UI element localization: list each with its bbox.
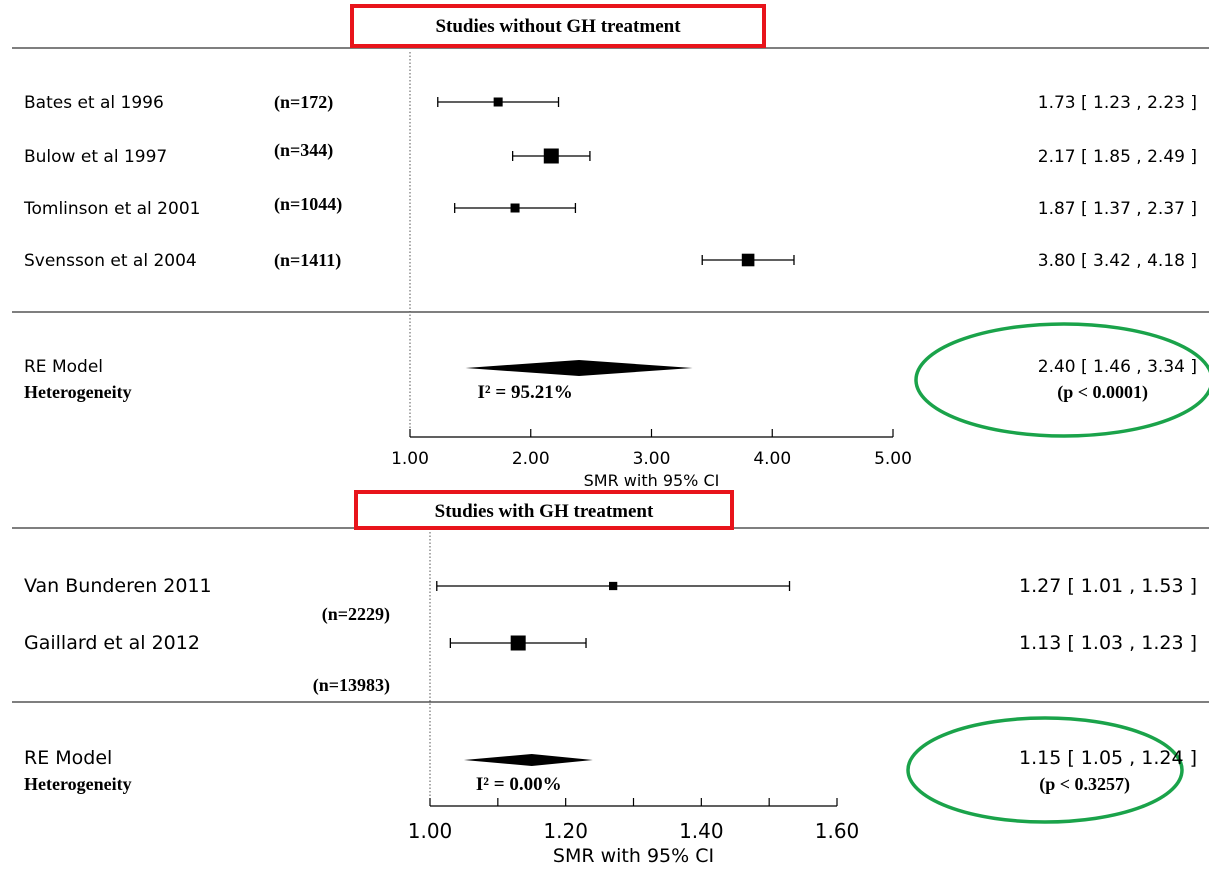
study-ci-label: 2.17 [ 1.85 , 2.49 ] (1038, 147, 1197, 167)
study-sample-size: (n=344) (274, 140, 333, 161)
study-point-estimate (609, 581, 618, 591)
study-sample-size: (n=2229) (322, 604, 390, 625)
study-name: Gaillard et al 2012 (24, 632, 200, 654)
x-tick-label: 5.00 (874, 449, 912, 469)
heterogeneity-p-value: (p < 0.3257) (1039, 774, 1130, 795)
summary-ci-label: 1.15 [ 1.05 , 1.24 ] (1019, 747, 1197, 769)
study-name: Svensson et al 2004 (24, 251, 197, 271)
heterogeneity-label: Heterogeneity (24, 774, 132, 794)
i-squared-label: I² = 0.00% (476, 774, 562, 795)
x-tick-label: 3.00 (633, 449, 671, 469)
summary-highlight-ellipse (906, 716, 1184, 824)
study-sample-size: (n=13983) (313, 675, 390, 696)
x-tick-label: 1.60 (815, 819, 860, 843)
study-sample-size: (n=1411) (274, 250, 341, 271)
summary-diamond (465, 360, 693, 376)
study-ci-label: 1.13 [ 1.03 , 1.23 ] (1019, 632, 1197, 654)
summary-diamond (463, 754, 593, 766)
heterogeneity-p-value: (p < 0.0001) (1057, 382, 1148, 403)
study-sample-size: (n=172) (274, 92, 333, 113)
study-point-estimate (510, 203, 520, 213)
heterogeneity-label: Heterogeneity (24, 382, 132, 402)
study-name: Tomlinson et al 2001 (23, 199, 200, 219)
study-ci-label: 1.27 [ 1.01 , 1.53 ] (1019, 575, 1197, 597)
study-name: Bates et al 1996 (24, 93, 164, 113)
panel-title: Studies without GH treatment (435, 16, 681, 37)
study-ci-label: 1.73 [ 1.23 , 2.23 ] (1038, 93, 1197, 113)
summary-label: RE Model (24, 357, 103, 377)
x-tick-label: 4.00 (753, 449, 791, 469)
i-squared-label: I² = 95.21% (478, 382, 573, 403)
x-tick-label: 2.00 (512, 449, 550, 469)
study-point-estimate (493, 97, 503, 107)
x-tick-label: 1.20 (543, 819, 588, 843)
study-name: Bulow et al 1997 (24, 147, 167, 167)
forest-panel-1: Studies without GH treatment Bates et al … (12, 4, 1209, 490)
study-ci-label: 3.80 [ 3.42 , 4.18 ] (1038, 251, 1197, 271)
forest-panel-2: Studies with GH treatment Van Bunderen 20… (12, 490, 1209, 867)
summary-highlight-ellipse (914, 322, 1209, 438)
x-tick-label: 1.00 (391, 449, 429, 469)
study-sample-size: (n=1044) (274, 194, 342, 215)
x-axis-label: SMR with 95% CI (584, 471, 720, 490)
x-axis-label: SMR with 95% CI (553, 845, 714, 867)
panel-title: Studies with GH treatment (435, 501, 654, 522)
title-highlight-box (354, 490, 734, 530)
study-point-estimate (510, 635, 526, 651)
study-ci-label: 1.87 [ 1.37 , 2.37 ] (1038, 199, 1197, 219)
study-point-estimate (741, 253, 755, 267)
title-highlight-box (350, 4, 766, 48)
summary-ci-label: 2.40 [ 1.46 , 3.34 ] (1038, 357, 1197, 377)
summary-label: RE Model (24, 747, 112, 769)
x-tick-label: 1.00 (408, 819, 453, 843)
x-tick-label: 1.40 (679, 819, 724, 843)
study-point-estimate (543, 148, 559, 164)
study-name: Van Bunderen 2011 (24, 575, 212, 597)
